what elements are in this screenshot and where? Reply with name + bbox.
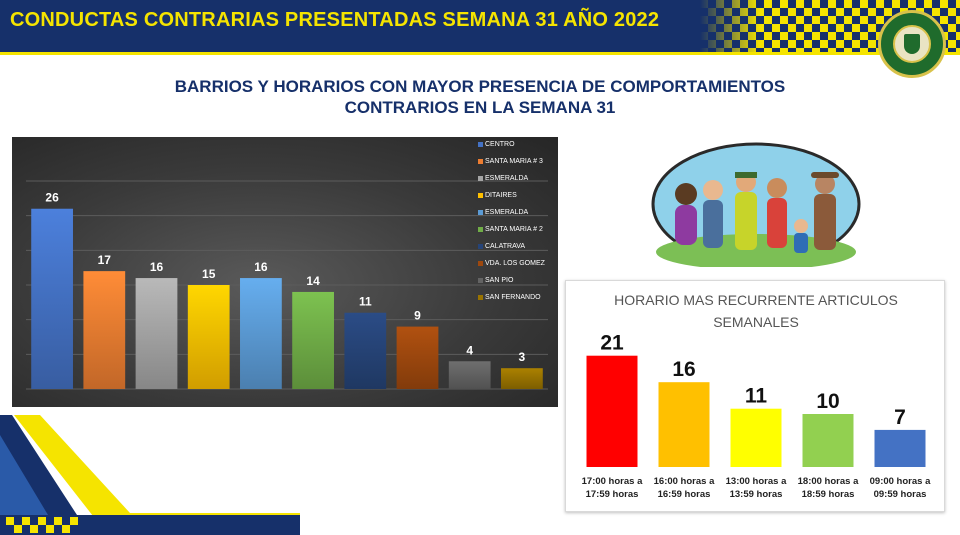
legend-label: VDA. LOS GOMEZ xyxy=(485,260,545,267)
legend-swatch xyxy=(478,278,483,283)
category-label: 17:00 horas a 17:59 horas xyxy=(581,476,643,500)
bar-value-label: 15 xyxy=(202,267,216,281)
schedule-chart-title: HORARIO MAS RECURRENTE ARTICULOS SEMANAL… xyxy=(614,292,898,330)
bar-value-label: 26 xyxy=(45,191,59,205)
neighborhood-chart: 26 17 16 15 16 14 11 9 4 3 CENTRO SANTA MARIA # 3 E… xyxy=(12,137,558,407)
bar xyxy=(31,208,73,389)
legend-swatch xyxy=(478,176,483,181)
legend-label: CENTRO xyxy=(485,141,515,148)
schedule-chart: HORARIO MAS RECURRENTE ARTICULOS SEMANAL… xyxy=(565,280,945,512)
category-label: 09:00 horas a 09:59 horas xyxy=(869,476,931,500)
bar-value-label: 17 xyxy=(98,253,112,267)
bar-value-label: 21 xyxy=(600,332,624,355)
bar xyxy=(658,382,710,467)
bar xyxy=(396,326,439,389)
legend-item: SAN PIO xyxy=(478,277,513,289)
bar-value-label: 7 xyxy=(894,406,906,429)
section-heading: BARRIOS Y HORARIOS CON MAYOR PRESENCIA D… xyxy=(80,76,880,118)
legend-label: ESMERALDA xyxy=(485,175,529,182)
bar xyxy=(501,368,543,389)
legend-item: DITAIRES xyxy=(478,192,517,204)
bar xyxy=(292,291,334,389)
legend-swatch xyxy=(478,142,483,147)
bar xyxy=(187,285,230,389)
legend-swatch xyxy=(478,227,483,232)
legend-label: DITAIRES xyxy=(485,192,517,199)
bar-value-label: 11 xyxy=(359,295,372,309)
legend-label: SANTA MARIA # 3 xyxy=(485,158,543,165)
bar xyxy=(240,278,282,389)
legend-item: ESMERALDA xyxy=(478,175,528,187)
category-label: 18:00 horas a 18:59 horas xyxy=(797,476,859,500)
bar-value-label: 3 xyxy=(519,350,526,364)
bar-value-label: 4 xyxy=(466,343,473,357)
legend-item: SANTA MARIA # 2 xyxy=(478,226,543,238)
bar xyxy=(874,429,926,467)
shield-icon xyxy=(904,34,920,54)
checkered-band-fade xyxy=(700,0,760,52)
neighborhood-chart-plot: 26 17 16 15 16 14 11 9 4 3 xyxy=(26,180,548,390)
legend-item: SANTA MARIA # 3 xyxy=(478,158,543,170)
legend-label: SAN PIO xyxy=(485,277,514,284)
bar-value-label: 11 xyxy=(745,385,768,408)
bar xyxy=(730,408,782,467)
bar-value-label: 16 xyxy=(672,358,695,381)
police-emblem xyxy=(878,10,946,78)
bar xyxy=(448,361,491,389)
legend-item: CENTRO xyxy=(478,141,515,153)
legend-item: CALATRAVA xyxy=(478,243,525,255)
category-label: 13:00 horas a 13:59 horas xyxy=(725,476,787,500)
schedule-chart-plot: 21 16 11 10 7 xyxy=(586,332,926,467)
bar-value-label: 9 xyxy=(414,309,421,323)
bar xyxy=(802,414,854,467)
category-label: 16:00 horas a 16:59 horas xyxy=(653,476,715,500)
legend-swatch xyxy=(478,210,483,215)
emblem-center xyxy=(893,25,931,63)
legend-label: CALATRAVA xyxy=(485,243,526,250)
legend-label: SANTA MARIA # 2 xyxy=(485,226,543,233)
bar-value-label: 16 xyxy=(150,260,164,274)
section-heading-line-1: BARRIOS Y HORARIOS CON MAYOR PRESENCIA D… xyxy=(174,77,786,96)
bar xyxy=(344,312,387,389)
bar xyxy=(83,271,126,389)
legend-item: VDA. LOS GOMEZ xyxy=(478,260,545,272)
legend-item: SAN FERNANDO xyxy=(478,294,541,306)
legend-swatch xyxy=(478,193,483,198)
bar-value-label: 14 xyxy=(306,274,320,288)
legend-swatch xyxy=(478,261,483,266)
legend-label: SAN FERNANDO xyxy=(485,294,541,301)
header-divider xyxy=(0,52,960,55)
bar-value-label: 16 xyxy=(254,260,268,274)
legend-label: ESMERALDA xyxy=(485,209,529,216)
legend-item: ESMERALDA xyxy=(478,209,528,221)
section-heading-line-2: CONTRARIOS EN LA SEMANA 31 xyxy=(344,98,616,117)
community-illustration xyxy=(651,142,861,267)
bar-value-label: 10 xyxy=(816,390,839,413)
legend-swatch xyxy=(478,295,483,300)
bar xyxy=(586,355,638,467)
legend-swatch xyxy=(478,244,483,249)
bar xyxy=(135,278,178,389)
page-title: CONDUCTAS CONTRARIAS PRESENTADAS SEMANA … xyxy=(10,9,660,31)
decorative-corner xyxy=(0,415,300,535)
legend-swatch xyxy=(478,159,483,164)
